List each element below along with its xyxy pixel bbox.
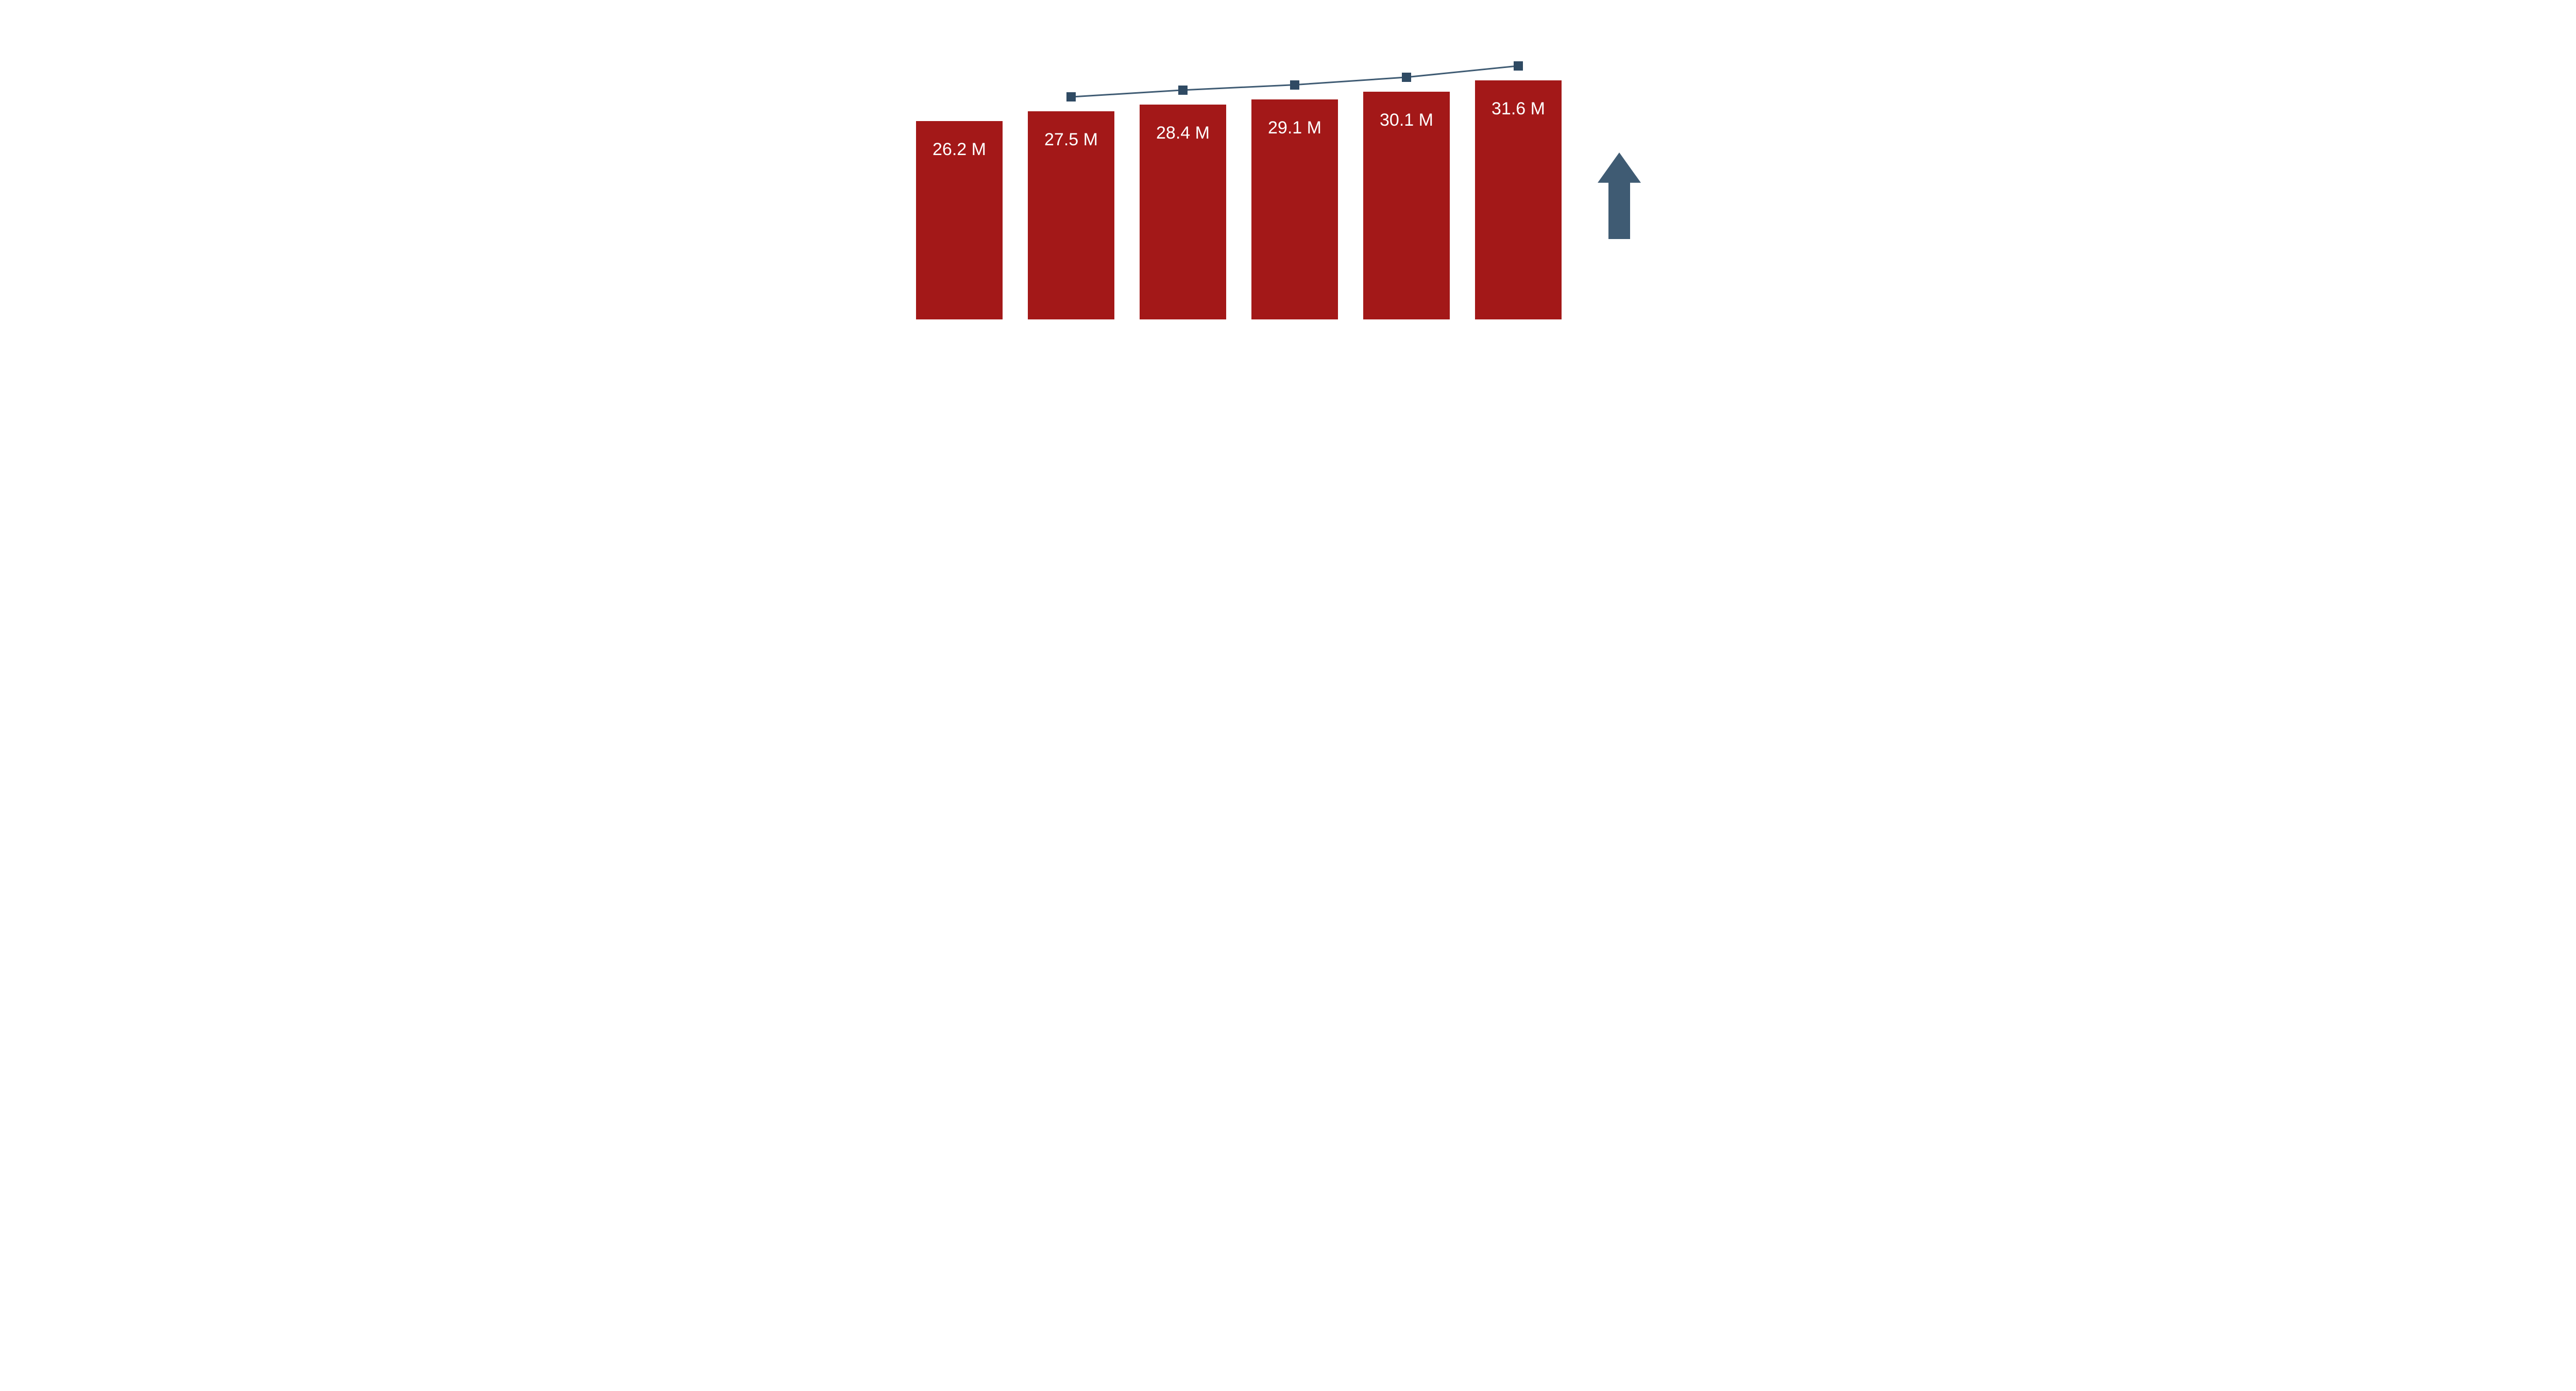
- bar: 30.1 M: [1363, 92, 1450, 319]
- bar-slot: 28.4 M: [1140, 21, 1226, 319]
- bar-value-label: 28.4 M: [1156, 123, 1210, 143]
- bar-value-label: 30.1 M: [1380, 110, 1433, 130]
- bar: 28.4 M: [1140, 105, 1226, 319]
- bar-slot: 27.5 M: [1028, 21, 1114, 319]
- bar-slot: 26.2 M: [916, 21, 1003, 319]
- chart-plot-area: 26.2 M 27.5 M 28.4 M 29.1 M 30.1 M 31.6 M: [896, 21, 1662, 319]
- bar-value-label: 27.5 M: [1044, 130, 1098, 150]
- bar: 31.6 M: [1475, 80, 1562, 319]
- bar-value-label: 29.1 M: [1268, 118, 1321, 138]
- bar-slot: 30.1 M: [1363, 21, 1450, 319]
- bar-series: 26.2 M 27.5 M 28.4 M 29.1 M 30.1 M 31.6 M: [896, 21, 1562, 319]
- bar: 27.5 M: [1028, 111, 1114, 319]
- bar: 29.1 M: [1251, 99, 1338, 319]
- bar-slot: 29.1 M: [1251, 21, 1338, 319]
- bar-value-label: 31.6 M: [1492, 99, 1545, 119]
- bar: 26.2 M: [916, 121, 1003, 319]
- chart-container: 26.2 M 27.5 M 28.4 M 29.1 M 30.1 M 31.6 M: [886, 0, 1690, 319]
- up-arrow-svg: [1598, 149, 1641, 242]
- up-arrow-icon: [1598, 149, 1641, 242]
- bar-slot: 31.6 M: [1475, 21, 1562, 319]
- bar-value-label: 26.2 M: [933, 140, 986, 160]
